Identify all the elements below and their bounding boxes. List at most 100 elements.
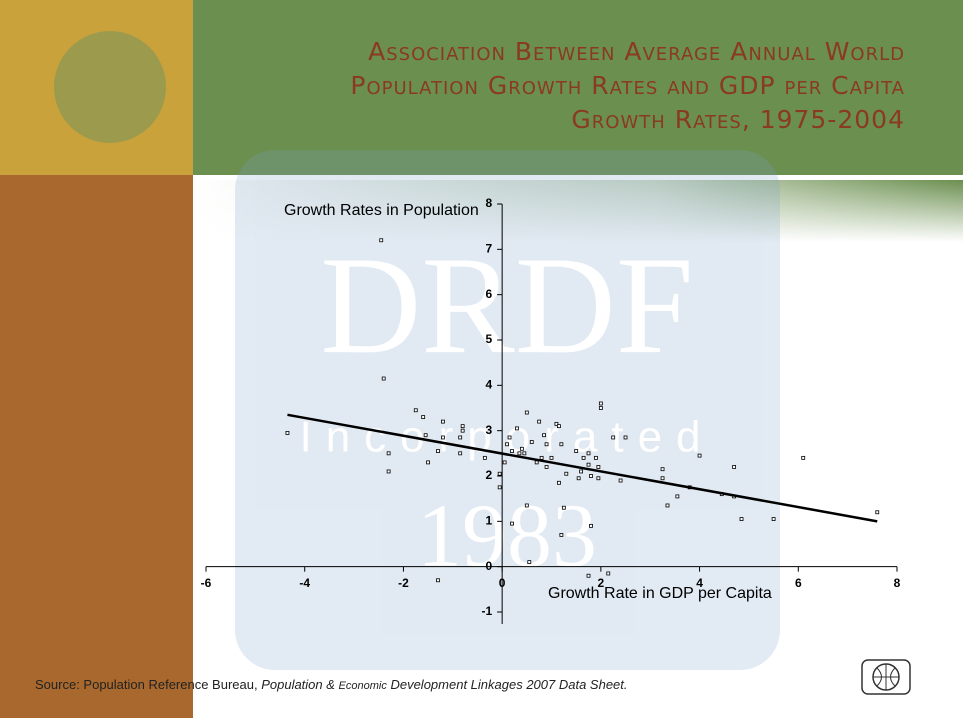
source: Source: Population Reference Bureau, Pop…: [35, 677, 628, 692]
point: [502, 460, 507, 465]
point: [517, 451, 522, 456]
point: [561, 505, 566, 510]
y-tick-label: 2: [485, 468, 492, 482]
x-tick-label: -2: [398, 576, 409, 590]
y-tick-label: 0: [485, 559, 492, 573]
point: [574, 449, 579, 453]
decor-circle: [54, 31, 166, 143]
y-axis-label: Growth Rates in Population: [284, 202, 479, 219]
point: [423, 433, 428, 438]
x-axis-label: Growth Rate in GDP per Capita: [548, 585, 772, 602]
header-panel: [193, 0, 963, 175]
logo-lines: [873, 664, 899, 690]
point: [732, 465, 737, 469]
watermark-year: 1983: [417, 487, 597, 586]
x-tick-label: 2: [598, 576, 605, 590]
logo: [861, 659, 911, 695]
point: [579, 469, 584, 474]
point: [529, 440, 534, 444]
point: [697, 453, 702, 458]
side-panel: [0, 175, 193, 718]
point: [458, 451, 463, 456]
point: [598, 401, 603, 406]
point: [497, 485, 502, 490]
point: [596, 476, 601, 481]
point: [482, 455, 487, 460]
point: [875, 510, 880, 515]
point: [537, 419, 542, 424]
y-tick-label: 3: [485, 423, 492, 437]
watermark-name: DRDF: [320, 228, 693, 383]
point: [524, 503, 529, 508]
title-line: Growth Rates, 1975-2004: [571, 105, 905, 134]
point: [497, 471, 502, 476]
point: [581, 455, 586, 460]
y-tick-label: 8: [485, 196, 492, 210]
point: [510, 521, 514, 526]
x-tick-label: 8: [894, 576, 901, 590]
point: [665, 503, 670, 508]
point: [386, 469, 391, 474]
x-tick-label: 0: [499, 576, 506, 590]
point: [542, 433, 546, 438]
source-title: Development Linkages 2007 Data Sheet.: [387, 677, 628, 692]
point: [675, 494, 680, 499]
point: [381, 376, 386, 381]
point: [564, 471, 569, 476]
point: [460, 428, 465, 433]
point: [739, 517, 744, 521]
y-tick-label: 7: [485, 242, 492, 256]
y-tick-label: 6: [485, 287, 492, 301]
point: [379, 238, 384, 243]
point: [386, 451, 391, 456]
point: [510, 449, 514, 453]
point: [458, 435, 463, 440]
point: [576, 476, 581, 481]
point: [594, 455, 598, 460]
point: [460, 424, 465, 429]
point: [598, 406, 603, 410]
point: [559, 533, 564, 537]
point: [549, 455, 554, 460]
point: [611, 435, 616, 440]
point: [507, 435, 512, 440]
source-title: Population &: [261, 677, 338, 692]
point: [589, 474, 593, 478]
point: [618, 478, 623, 483]
point: [539, 455, 544, 460]
point: [524, 410, 529, 415]
point: [589, 523, 593, 528]
point: [623, 435, 628, 440]
point: [596, 465, 601, 469]
point: [606, 571, 611, 576]
source-prefix: Source: Population Reference Bureau,: [35, 677, 261, 692]
point: [413, 408, 418, 413]
y-tick-label: 1: [485, 514, 492, 528]
point: [660, 467, 665, 472]
point: [421, 415, 426, 419]
trendline: [287, 413, 878, 523]
y-tick-label: 4: [485, 378, 492, 392]
point: [559, 442, 564, 447]
x-tick-label: -6: [201, 576, 212, 590]
title-line: Association Between Average Annual World: [368, 37, 905, 66]
point: [522, 451, 527, 456]
point: [527, 560, 532, 565]
point: [557, 424, 561, 429]
point: [436, 449, 440, 453]
watermark-shield: [235, 150, 780, 670]
header-band-fade: [193, 180, 963, 242]
x-tick-label: 6: [795, 576, 802, 590]
point: [285, 431, 290, 435]
point: [505, 442, 509, 447]
point: [771, 517, 776, 521]
point: [519, 446, 524, 451]
point: [557, 480, 561, 485]
title-line: Population Growth Rates and GDP per Capi…: [350, 71, 905, 100]
point: [544, 465, 549, 469]
x-tick-label: 4: [696, 576, 703, 590]
watermark: DRDF Incorporated 1983: [235, 150, 780, 670]
y-tick-label: -1: [481, 604, 492, 618]
